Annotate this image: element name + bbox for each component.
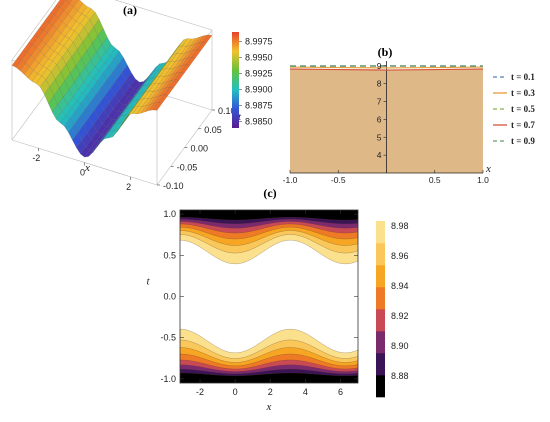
x-tick-label: -2 <box>196 387 204 397</box>
y-tick-label: 7 <box>377 97 382 107</box>
colorbar-c-tick-label: 8.94 <box>391 281 409 291</box>
colorbar-c-swatch <box>376 265 385 288</box>
y-tick-label: 6 <box>377 114 382 124</box>
y-tick-label: -1.0 <box>160 374 176 384</box>
colorbar-a-tick-label: 8.9975 <box>245 37 273 47</box>
y-tick-label: -0.5 <box>160 333 176 343</box>
line-plot: (b) -1.0 -0.5 0.5 1.0x 4 5 6 7 8 9 t = 0.1 t = 0.3… <box>283 45 536 185</box>
colorbar-c-tick-label: 8.92 <box>391 311 409 321</box>
series-line <box>289 68 484 71</box>
contour-band-bottom <box>180 372 358 383</box>
y-axis-label: t <box>146 276 150 288</box>
colorbar-c-swatch <box>376 309 385 332</box>
x-tick-label: 0 <box>80 168 85 178</box>
box-edge <box>11 0 57 61</box>
colorbar-c-tick-label: 8.90 <box>391 341 409 351</box>
box-edge <box>114 0 213 31</box>
surface-patch <box>202 34 213 44</box>
x-axis-label: x <box>266 401 272 413</box>
t-tick-label: -0.10 <box>163 181 184 191</box>
legend-b: t = 0.1 t = 0.3 t = 0.5 t = 0.7 t = 0.9 <box>493 72 535 146</box>
y-tick-label: 8 <box>377 79 382 89</box>
colorbar-c-swatch <box>376 331 385 354</box>
colorbar-c-tick-label: 8.96 <box>391 251 409 261</box>
x-tick-label: 0 <box>233 387 238 397</box>
legend-label: t = 0.7 <box>511 120 535 130</box>
x-tick-label: 0.5 <box>429 175 441 185</box>
t-tick-label: 0.00 <box>191 144 209 154</box>
legend-label: t = 0.5 <box>511 104 535 114</box>
colorbar-c-swatch <box>376 375 385 398</box>
surface-patch <box>69 0 79 8</box>
x-tick-label: 4 <box>303 387 308 397</box>
series-line <box>289 66 484 69</box>
colorbar-a-tick-label: 8.9850 <box>245 117 273 127</box>
colorbar-c-swatch <box>376 287 385 310</box>
colorbar-a-tick-label: 8.9925 <box>245 69 273 79</box>
colorbar-a-tick-label: 8.9900 <box>245 85 273 95</box>
x-tick-label: 2 <box>268 387 273 397</box>
legend-label: t = 0.1 <box>511 72 535 82</box>
t-tick-label: 0.10 <box>218 106 236 116</box>
surface-patch <box>191 49 202 59</box>
panel-a: (a) -2 0 2 0.10 0.05 0.00 -0.05 -0.10 x t 8.997… <box>0 0 273 215</box>
y-tick-label: 4 <box>377 150 382 160</box>
surface-plot: (a) -2 0 2 0.10 0.05 0.00 -0.05 -0.10 x t 8.997… <box>11 0 273 192</box>
colorbar-c-tick-label: 8.88 <box>391 371 409 381</box>
colorbar-c-swatch <box>376 221 385 244</box>
x-axis-label: x <box>485 163 491 175</box>
panel-b-label: (b) <box>378 45 393 59</box>
panel-a-label: (a) <box>123 3 137 17</box>
x-tick-label: 1.0 <box>477 175 489 185</box>
legend-label: t = 0.3 <box>511 88 535 98</box>
legend-label: t = 0.9 <box>511 136 535 146</box>
y-tick-label: 0.0 <box>163 292 176 302</box>
contour-bands <box>180 210 358 383</box>
colorbar-a: 8.9975 8.9950 8.9925 8.9900 8.9875 8.9850 <box>232 32 273 128</box>
colorbar-c-tick-label: 8.98 <box>391 221 409 231</box>
colorbar-a-gradient <box>232 32 239 128</box>
x-tick-label: 6 <box>338 387 343 397</box>
colorbar-c: 8.98 8.96 8.94 8.92 8.90 8.88 <box>376 221 409 398</box>
y-tick-label: 5 <box>377 132 382 142</box>
t-tick-label: -0.05 <box>177 162 198 172</box>
surface-patch <box>65 0 73 4</box>
x-axis-label: x <box>84 162 90 174</box>
colorbar-c-swatch <box>376 243 385 266</box>
contour-band-top <box>180 210 358 221</box>
x-tick-label: -2 <box>32 153 40 163</box>
surface-patch <box>196 42 207 51</box>
t-tick-label: 0.05 <box>204 125 222 135</box>
contour-plot: (c) -2 0 2 4 6x1.00.50.0-0.5-1.0t 8.988.968.… <box>146 186 409 413</box>
colorbar-c-swatch <box>376 353 385 376</box>
panel-c: (c) -2 0 2 4 6 x 1.0 0.5 0.0 -0.5 -1.0 t 8.98 8.96 8.… <box>130 185 430 422</box>
x-tick-label: -0.5 <box>331 175 346 185</box>
y-tick-label: 0.5 <box>163 250 176 260</box>
x-tick-label: -1.0 <box>283 175 298 185</box>
x-tick-label: 2 <box>126 182 131 192</box>
colorbar-a-tick-label: 8.9875 <box>245 101 273 111</box>
y-tick-label: 1.0 <box>163 209 176 219</box>
surface-mesh <box>11 0 213 158</box>
y-tick-label: 9 <box>377 61 382 71</box>
colorbar-a-tick-label: 8.9950 <box>245 53 273 63</box>
surface-patch <box>152 102 163 111</box>
t-axis-label: t <box>238 111 242 123</box>
panel-c-label: (c) <box>263 186 276 200</box>
panel-b: (b) -1.0 -0.5 0.5 1.0 x 4 5 6 7 8 9 t = 0.1 t = 0.3… <box>275 45 550 195</box>
